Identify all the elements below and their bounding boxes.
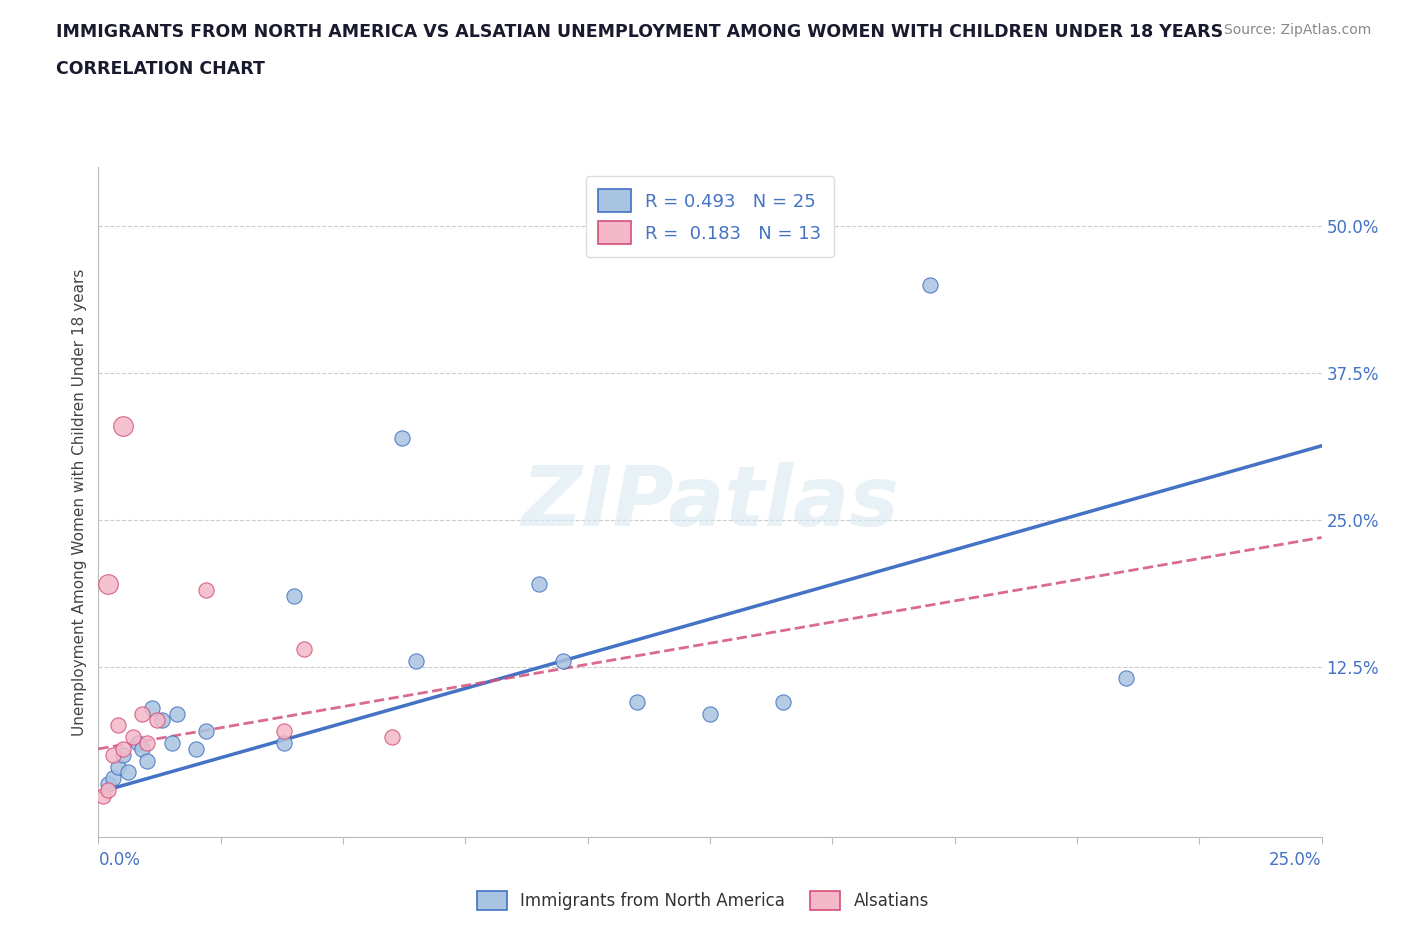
Point [1115, 671, 1137, 685]
Point [381, 730, 404, 745]
Text: IMMIGRANTS FROM NORTH AMERICA VS ALSATIAN UNEMPLOYMENT AMONG WOMEN WITH CHILDREN: IMMIGRANTS FROM NORTH AMERICA VS ALSATIA… [56, 23, 1223, 41]
Point [195, 583, 218, 598]
Point [283, 589, 305, 604]
Point [131, 741, 153, 756]
Legend: Immigrants from North America, Alsatians: Immigrants from North America, Alsatians [471, 884, 935, 917]
Point [150, 712, 173, 727]
Point [107, 759, 129, 774]
Point [121, 730, 143, 745]
Point [920, 277, 942, 292]
Point [136, 736, 159, 751]
Point [101, 771, 124, 786]
Point [553, 654, 575, 669]
Point [186, 741, 208, 756]
Point [97, 577, 120, 591]
Point [195, 724, 218, 738]
Legend: R = 0.493   N = 25, R =  0.183   N = 13: R = 0.493 N = 25, R = 0.183 N = 13 [586, 177, 834, 257]
Text: ZIPatlas: ZIPatlas [522, 461, 898, 543]
Point [136, 753, 159, 768]
Point [527, 577, 550, 591]
Point [405, 654, 427, 669]
Text: Source: ZipAtlas.com: Source: ZipAtlas.com [1223, 23, 1371, 37]
Point [111, 748, 134, 763]
Point [141, 700, 163, 715]
Point [97, 777, 120, 791]
Point [160, 736, 183, 751]
Point [273, 736, 295, 751]
Point [391, 431, 413, 445]
Point [292, 642, 315, 657]
Point [91, 789, 114, 804]
Point [127, 736, 149, 751]
Text: CORRELATION CHART: CORRELATION CHART [56, 60, 266, 78]
Point [117, 765, 139, 780]
Y-axis label: Unemployment Among Women with Children Under 18 years: Unemployment Among Women with Children U… [72, 269, 87, 736]
Point [131, 706, 153, 721]
Point [699, 706, 721, 721]
Point [273, 724, 295, 738]
Text: 0.0%: 0.0% [98, 851, 141, 869]
Point [166, 706, 188, 721]
Text: 25.0%: 25.0% [1270, 851, 1322, 869]
Point [772, 695, 794, 710]
Point [111, 418, 134, 433]
Point [146, 712, 169, 727]
Point [101, 748, 124, 763]
Point [97, 782, 120, 797]
Point [111, 741, 134, 756]
Point [107, 718, 129, 733]
Point [626, 695, 648, 710]
